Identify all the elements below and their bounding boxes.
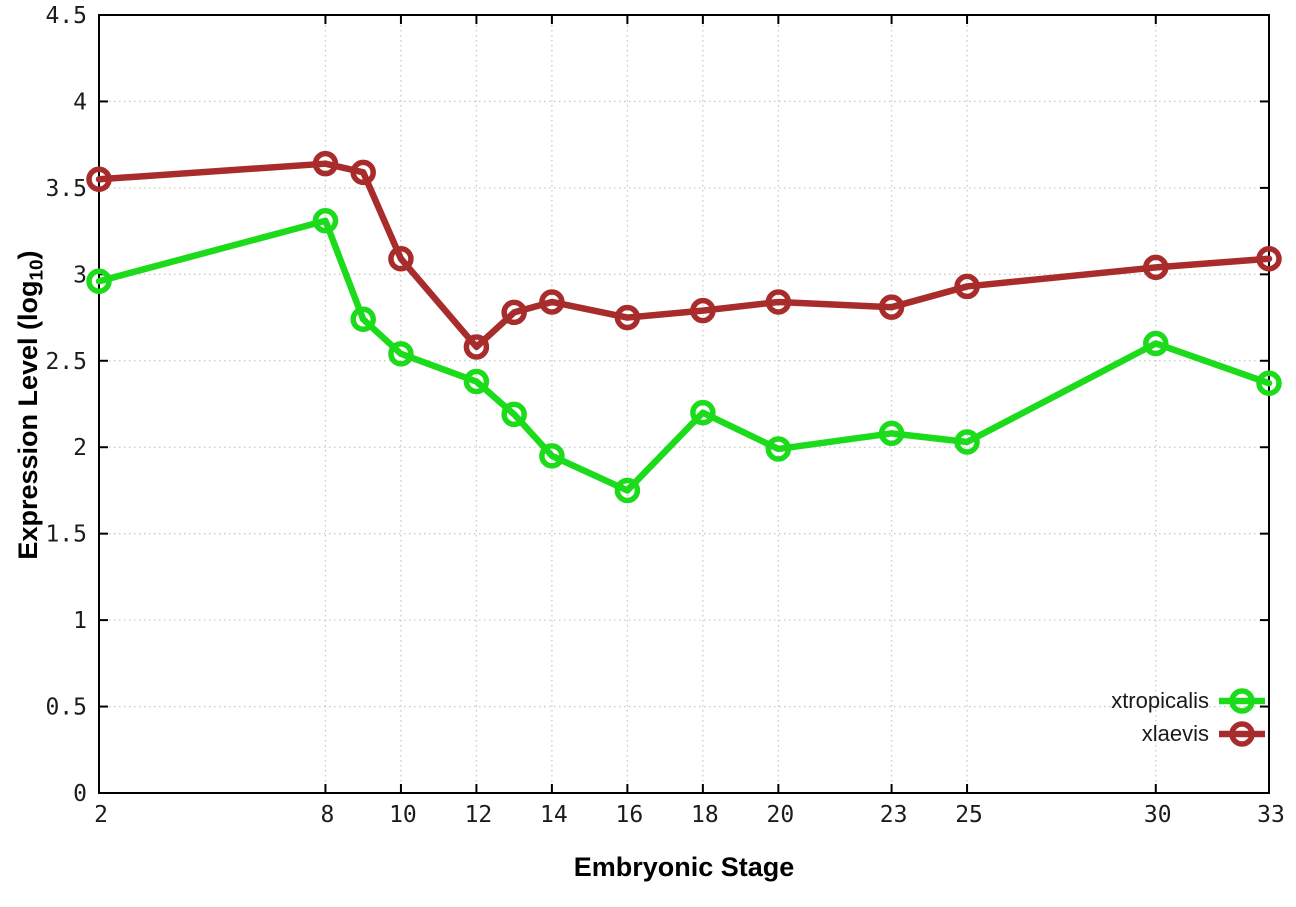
data-point-marker	[878, 294, 905, 320]
x-tick-label: 25	[955, 802, 983, 828]
y-axis-title: Expression Level (log10)	[12, 5, 48, 805]
data-point-marker	[614, 477, 641, 504]
y-tick-label: 3.5	[45, 176, 87, 202]
data-point-marker	[1143, 330, 1169, 357]
data-point-marker	[350, 306, 376, 333]
x-tick-label: 30	[1144, 802, 1172, 828]
x-tick-label: 14	[540, 802, 568, 828]
x-tick-label: 8	[321, 802, 335, 828]
data-point-marker	[954, 429, 980, 455]
y-axis-title-text: Expression Level (log	[13, 280, 43, 560]
y-tick-label: 0.5	[45, 695, 87, 721]
y-tick-label: 0	[73, 781, 87, 807]
data-point-marker	[954, 273, 980, 300]
data-point-marker	[501, 401, 527, 428]
data-point-marker	[312, 150, 339, 177]
data-point-marker	[765, 289, 792, 315]
series-line-xtropicalis	[95, 217, 1273, 494]
data-point-marker	[1143, 254, 1169, 281]
data-point-marker	[878, 420, 905, 447]
data-point-marker	[388, 246, 414, 272]
data-point-marker	[312, 207, 339, 234]
data-point-marker	[690, 297, 716, 324]
line-marker-icon	[1219, 720, 1265, 747]
data-point-marker	[539, 289, 565, 315]
legend-entry-xlaevis: xlaevis	[1142, 717, 1266, 750]
data-point-marker	[463, 368, 490, 395]
y-tick-label: 3	[73, 262, 87, 288]
data-point-marker	[350, 159, 376, 186]
x-tick-label: 33	[1257, 802, 1285, 828]
x-axis-title: Embryonic Stage	[573, 852, 795, 882]
y-axis-title-suffix: )	[13, 250, 43, 260]
y-axis-title-subscript: 10	[26, 259, 48, 281]
y-tick-label: 4.5	[45, 3, 87, 29]
y-tick-label: 1.5	[45, 522, 87, 548]
data-point-marker	[765, 436, 792, 462]
data-point-marker	[690, 399, 716, 426]
data-point-marker	[388, 341, 414, 367]
data-point-marker	[539, 443, 565, 469]
data-point-marker	[463, 334, 490, 360]
legend: xtropicalis xlaevis	[1111, 684, 1266, 750]
y-tick-label: 2	[73, 435, 87, 461]
x-tick-label: 18	[691, 802, 719, 828]
data-point-marker	[1256, 246, 1282, 272]
data-point-marker	[86, 166, 112, 192]
x-tick-label: 12	[465, 802, 493, 828]
legend-label: xlaevis	[1141, 721, 1209, 746]
x-tick-label: 23	[880, 802, 908, 828]
data-point-marker	[501, 299, 527, 326]
series-line-xlaevis	[95, 160, 1273, 351]
y-tick-label: 4	[73, 89, 87, 115]
data-point-marker	[614, 304, 641, 331]
y-tick-label: 1	[73, 608, 87, 634]
line-marker-icon	[1219, 687, 1265, 714]
data-point-marker	[86, 268, 112, 294]
data-point-marker	[1256, 370, 1282, 397]
legend-label: xtropicalis	[1111, 688, 1209, 713]
x-tick-label: 10	[389, 802, 417, 828]
x-tick-label: 2	[94, 802, 108, 828]
y-tick-label: 2.5	[45, 349, 87, 375]
legend-entry-xtropicalis: xtropicalis	[1111, 684, 1266, 717]
x-tick-label: 16	[616, 802, 644, 828]
x-tick-label: 20	[767, 802, 795, 828]
